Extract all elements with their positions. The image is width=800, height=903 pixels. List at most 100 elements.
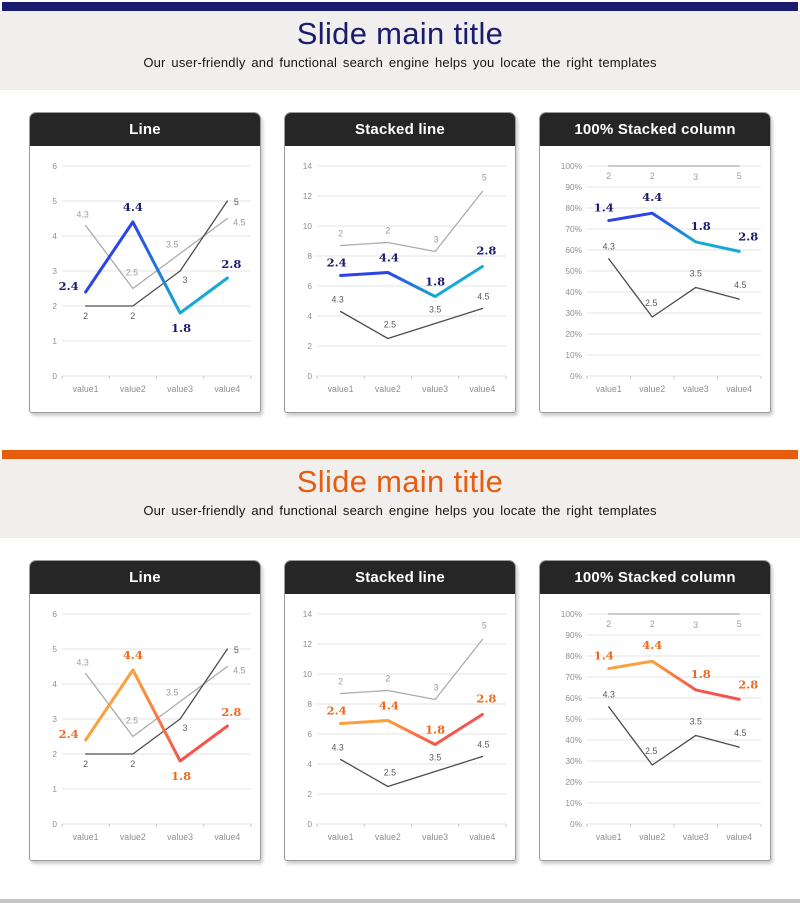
svg-text:2.8: 2.8: [738, 677, 758, 691]
svg-text:2: 2: [83, 311, 88, 321]
svg-text:3.5: 3.5: [166, 688, 178, 698]
chart-panel-title: 100% Stacked column: [540, 113, 770, 146]
svg-text:value4: value4: [214, 832, 240, 842]
svg-text:4: 4: [307, 759, 312, 769]
svg-text:value3: value3: [422, 832, 448, 842]
chart-area: 0% 10% 20% 30% 40% 50% 60% 70% 80% 90% 100% value1 v…: [540, 146, 770, 412]
slide-subtitle: Our user-friendly and functional search …: [143, 503, 657, 518]
template-preview-orange[interactable]: Slide main title Our user-friendly and f…: [0, 450, 800, 896]
svg-text:2.8: 2.8: [221, 257, 241, 271]
svg-text:3: 3: [183, 723, 188, 733]
svg-text:2.5: 2.5: [645, 746, 657, 756]
svg-text:12: 12: [303, 639, 313, 649]
svg-text:2: 2: [338, 229, 343, 239]
svg-text:5: 5: [234, 197, 239, 207]
svg-text:0: 0: [52, 371, 57, 381]
chart-area: 0 2 4 6 8 10 12 14 value1 value2 value3 value4 4.3 2.…: [285, 594, 515, 860]
svg-text:2: 2: [385, 226, 390, 236]
svg-text:0%: 0%: [570, 371, 583, 381]
svg-text:4.5: 4.5: [734, 280, 746, 290]
svg-text:0%: 0%: [570, 819, 583, 829]
svg-text:3: 3: [183, 275, 188, 285]
svg-text:70%: 70%: [565, 672, 582, 682]
svg-text:value3: value3: [683, 384, 709, 394]
svg-text:5: 5: [52, 196, 57, 206]
svg-text:4.3: 4.3: [603, 242, 615, 252]
svg-text:4.4: 4.4: [123, 648, 143, 662]
svg-text:100%: 100%: [561, 161, 583, 171]
svg-text:2: 2: [650, 171, 655, 181]
accent-bar: [2, 450, 798, 459]
svg-text:60%: 60%: [565, 693, 582, 703]
svg-text:3.5: 3.5: [429, 305, 441, 315]
svg-text:2: 2: [606, 619, 611, 629]
svg-text:value2: value2: [375, 832, 401, 842]
svg-text:30%: 30%: [565, 756, 582, 766]
svg-text:2.5: 2.5: [384, 320, 396, 330]
svg-text:4.5: 4.5: [477, 740, 489, 750]
svg-text:50%: 50%: [565, 714, 582, 724]
chart-panel-stacked-line: Stacked line 0 2 4 6 8 10 12 14 value1 value2 valu…: [284, 112, 516, 413]
chart-area: 0% 10% 20% 30% 40% 50% 60% 70% 80% 90% 100% value1 v…: [540, 594, 770, 860]
svg-text:3.5: 3.5: [166, 240, 178, 250]
svg-text:0: 0: [307, 371, 312, 381]
svg-text:4.5: 4.5: [233, 666, 245, 676]
svg-text:2: 2: [52, 301, 57, 311]
svg-text:2: 2: [307, 789, 312, 799]
svg-text:2: 2: [307, 341, 312, 351]
svg-text:2.5: 2.5: [384, 768, 396, 778]
svg-text:3: 3: [52, 266, 57, 276]
svg-text:5: 5: [482, 621, 487, 631]
slide-body: Line 0 1 2 3 4 5 6 value1 value2 value3 value4 4.3 2…: [0, 538, 800, 894]
stacked-line-chart: 0 2 4 6 8 10 12 14 value1 value2 value3 value4 4.3 2.…: [303, 161, 507, 394]
svg-text:12: 12: [303, 191, 313, 201]
svg-text:2.5: 2.5: [126, 268, 138, 278]
template-preview-blue[interactable]: Slide main title Our user-friendly and f…: [0, 2, 800, 448]
svg-text:0: 0: [52, 819, 57, 829]
svg-text:2.8: 2.8: [476, 692, 496, 706]
svg-text:50%: 50%: [565, 266, 582, 276]
svg-text:2: 2: [130, 311, 135, 321]
svg-text:2: 2: [650, 619, 655, 629]
svg-text:60%: 60%: [565, 245, 582, 255]
svg-text:4.5: 4.5: [734, 728, 746, 738]
svg-text:4.3: 4.3: [332, 295, 344, 305]
svg-text:4.3: 4.3: [77, 210, 89, 220]
svg-text:value3: value3: [422, 384, 448, 394]
svg-text:40%: 40%: [565, 287, 582, 297]
svg-text:value3: value3: [167, 384, 193, 394]
svg-text:2.4: 2.4: [327, 704, 347, 718]
svg-text:value4: value4: [214, 384, 240, 394]
svg-text:4: 4: [52, 679, 57, 689]
svg-text:1: 1: [52, 784, 57, 794]
svg-text:2: 2: [52, 749, 57, 759]
svg-text:4.5: 4.5: [233, 218, 245, 228]
svg-text:value1: value1: [596, 384, 622, 394]
line-chart: 0 1 2 3 4 5 6 value1 value2 value3 value4 4.3 2.5 3.5…: [52, 161, 252, 394]
chart-panel-percent-stacked: 100% Stacked column 0% 10% 20% 30% 40% 50% 60%…: [539, 560, 771, 861]
svg-text:4.3: 4.3: [603, 690, 615, 700]
svg-text:value4: value4: [726, 832, 752, 842]
slide-subtitle: Our user-friendly and functional search …: [143, 55, 657, 70]
chart-panel-line: Line 0 1 2 3 4 5 6 value1 value2 value3 value4 4.3 2…: [29, 560, 261, 861]
chart-panel-title: Line: [30, 113, 260, 146]
svg-text:1.8: 1.8: [691, 667, 711, 681]
svg-text:4.5: 4.5: [477, 292, 489, 302]
svg-text:3.5: 3.5: [690, 268, 702, 278]
svg-text:3: 3: [693, 172, 698, 182]
chart-panel-percent-stacked: 100% Stacked column 0% 10% 20% 30% 40% 50% 60%…: [539, 112, 771, 413]
svg-text:10: 10: [303, 669, 313, 679]
svg-text:2.8: 2.8: [221, 705, 241, 719]
svg-text:value2: value2: [375, 384, 401, 394]
svg-text:value3: value3: [683, 832, 709, 842]
svg-text:10%: 10%: [565, 798, 582, 808]
svg-text:value1: value1: [328, 384, 354, 394]
svg-text:2.4: 2.4: [59, 727, 79, 741]
svg-text:40%: 40%: [565, 735, 582, 745]
svg-text:value4: value4: [726, 384, 752, 394]
svg-text:6: 6: [52, 609, 57, 619]
svg-text:2.4: 2.4: [327, 256, 347, 270]
svg-text:value4: value4: [469, 832, 495, 842]
chart-area: 0 1 2 3 4 5 6 value1 value2 value3 value4 4.3 2.5 3.5…: [30, 146, 260, 412]
